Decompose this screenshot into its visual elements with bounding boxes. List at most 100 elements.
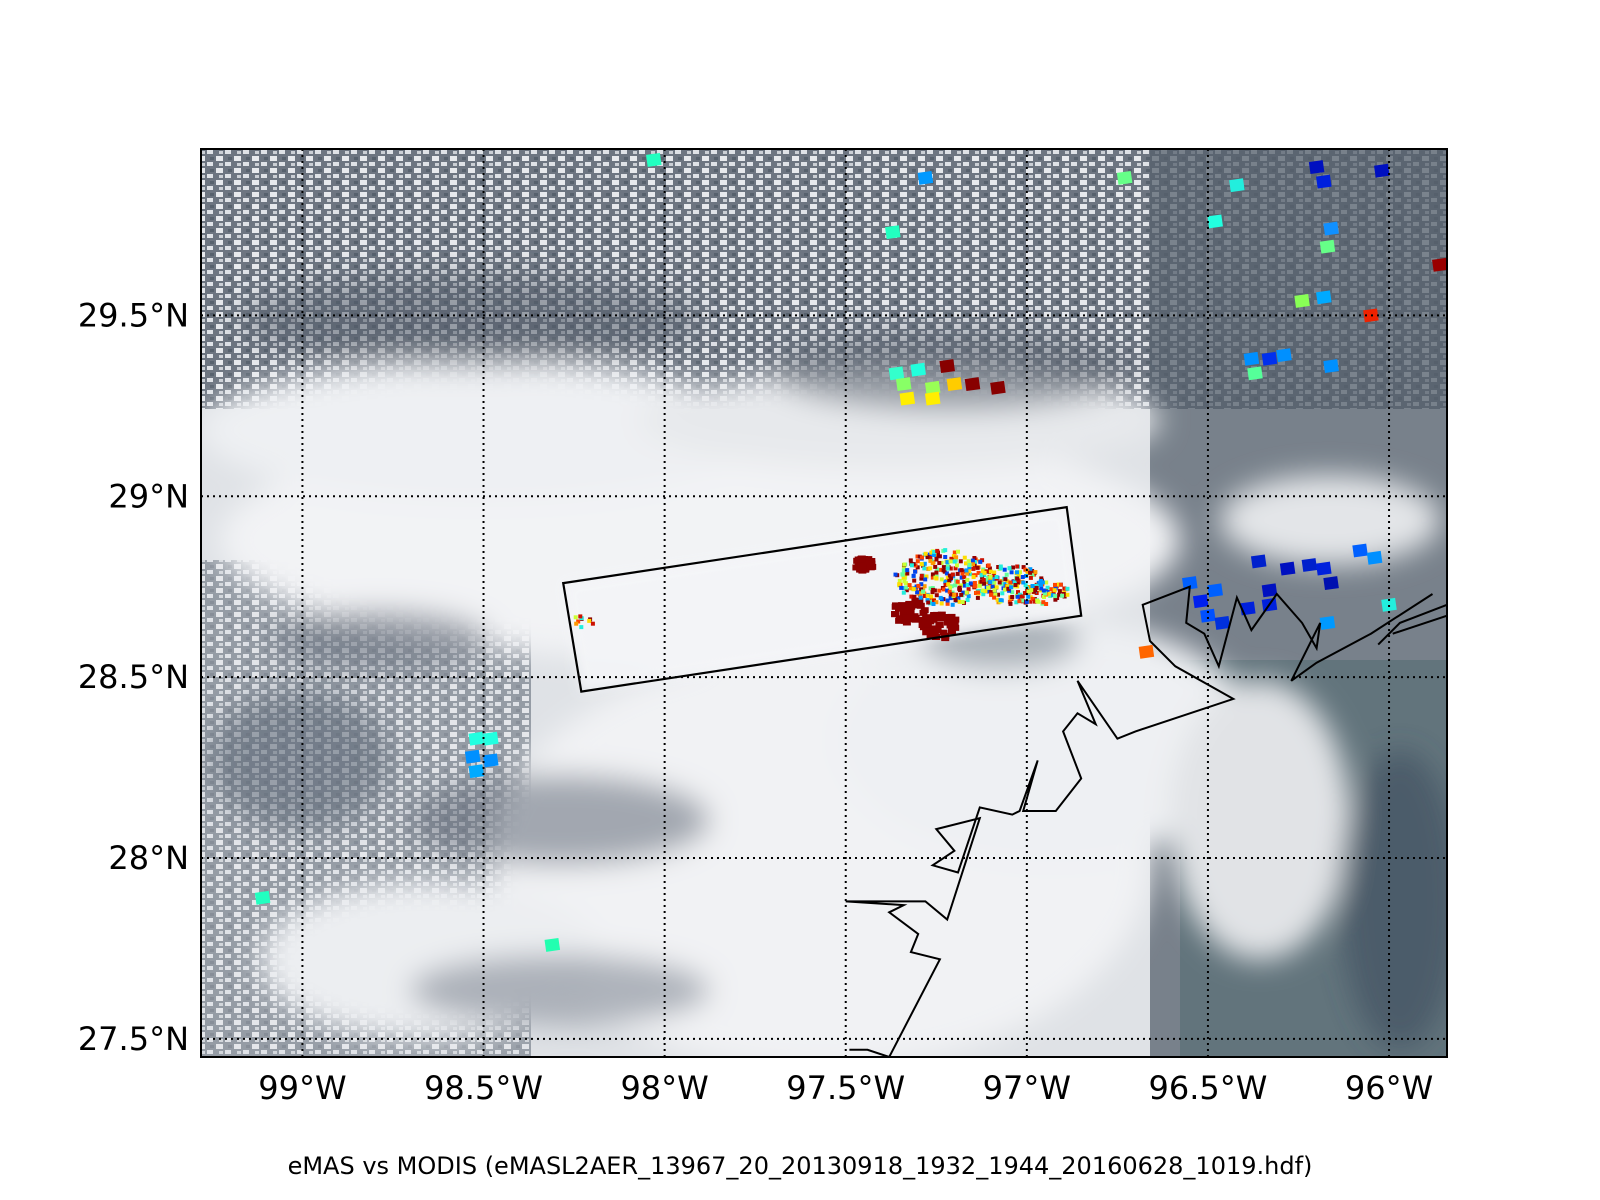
emas-retrieval-pixel — [922, 629, 931, 636]
emas-retrieval-pixel — [944, 571, 949, 576]
emas-retrieval-pixel — [926, 600, 931, 605]
emas-swath-outline — [561, 505, 1083, 693]
modis-pixel — [1182, 576, 1198, 591]
emas-retrieval-pixel — [922, 594, 927, 598]
emas-retrieval-pixel — [950, 602, 955, 607]
emas-retrieval-pixel — [1020, 598, 1024, 603]
emas-retrieval-pixel — [945, 566, 950, 571]
emas-retrieval-pixel — [895, 615, 904, 622]
emas-retrieval-pixel — [961, 590, 966, 595]
emas-retrieval-pixel — [1053, 594, 1058, 599]
emas-retrieval-pixel — [948, 566, 953, 571]
emas-retrieval-pixel — [962, 575, 967, 579]
emas-retrieval-pixel — [972, 584, 977, 589]
emas-retrieval-pixel — [933, 564, 938, 569]
emas-retrieval-pixel — [917, 554, 922, 559]
emas-retrieval-pixel — [951, 554, 956, 559]
longitude-tick-label: 96°W — [1345, 1069, 1433, 1107]
emas-retrieval-pixel — [1057, 589, 1062, 594]
emas-retrieval-pixel — [925, 555, 930, 560]
emas-retrieval-pixel — [920, 555, 924, 560]
emas-retrieval-pixel — [934, 576, 939, 581]
emas-retrieval-pixel — [972, 556, 977, 560]
emas-retrieval-pixel — [929, 613, 938, 620]
emas-retrieval-pixel — [912, 602, 921, 609]
emas-retrieval-pixel — [997, 580, 1002, 585]
modis-pixel — [1352, 543, 1368, 558]
modis-pixel — [1374, 163, 1390, 178]
modis-pixel — [1250, 554, 1267, 569]
emas-retrieval-pixel — [939, 629, 948, 636]
emas-retrieval-pixel — [991, 573, 996, 578]
emas-retrieval-pixel — [576, 619, 581, 624]
emas-retrieval-pixel — [978, 559, 983, 564]
emas-retrieval-pixel — [897, 578, 902, 583]
emas-retrieval-pixel — [909, 586, 913, 591]
emas-retrieval-pixel — [1026, 594, 1031, 599]
emas-retrieval-pixel — [957, 599, 962, 604]
modis-pixel — [1247, 366, 1263, 381]
emas-retrieval-pixel — [947, 613, 956, 620]
emas-retrieval-pixel — [987, 566, 992, 571]
emas-retrieval-pixel — [919, 587, 924, 592]
emas-retrieval-pixel — [904, 585, 909, 590]
emas-retrieval-pixel — [909, 563, 914, 568]
emas-retrieval-pixel — [909, 594, 914, 599]
modis-pixel — [990, 380, 1006, 395]
emas-retrieval-pixel — [1062, 594, 1067, 599]
emas-retrieval-pixel — [928, 586, 933, 591]
emas-retrieval-pixel — [929, 616, 938, 623]
figure-caption: eMAS vs MODIS (eMASL2AER_13967_20_201309… — [287, 1152, 1313, 1180]
emas-retrieval-pixel — [945, 563, 950, 568]
emas-retrieval-pixel — [1028, 599, 1032, 604]
longitude-tick-label: 99°W — [258, 1069, 346, 1107]
emas-retrieval-pixel — [948, 559, 953, 564]
emas-retrieval-pixel — [919, 573, 924, 578]
longitude-tick-label: 97°W — [983, 1069, 1071, 1107]
emas-retrieval-pixel — [949, 575, 954, 580]
emas-retrieval-pixel — [968, 572, 973, 577]
emas-retrieval-pixel — [923, 621, 932, 628]
emas-retrieval-pixel — [1008, 580, 1013, 585]
emas-retrieval-pixel — [932, 550, 937, 554]
emas-retrieval-pixel — [930, 561, 935, 566]
emas-retrieval-pixel — [902, 586, 906, 591]
emas-retrieval-pixel — [990, 584, 995, 589]
emas-retrieval-pixel — [933, 627, 942, 634]
emas-retrieval-pixel — [945, 560, 950, 565]
emas-swath-fill — [563, 507, 1082, 692]
emas-retrieval-pixel — [992, 588, 997, 593]
emas-retrieval-pixel — [939, 560, 944, 565]
emas-retrieval-pixel — [956, 549, 960, 554]
modis-pixel — [1323, 221, 1339, 236]
emas-retrieval-pixel — [1049, 587, 1054, 592]
emas-retrieval-pixel — [986, 576, 991, 581]
emas-retrieval-pixel — [1015, 570, 1019, 575]
emas-retrieval-pixel — [891, 611, 900, 618]
emas-retrieval-pixel — [956, 596, 961, 600]
modis-pixel — [646, 152, 662, 167]
modis-pixel — [885, 225, 901, 240]
emas-retrieval-pixel — [1041, 588, 1046, 593]
emas-retrieval-pixel — [861, 565, 870, 572]
emas-retrieval-pixel — [980, 575, 985, 580]
emas-retrieval-pixel — [966, 587, 971, 592]
emas-retrieval-pixel — [976, 590, 980, 595]
emas-retrieval-pixel — [1023, 583, 1028, 588]
emas-retrieval-pixel — [1006, 586, 1011, 591]
emas-retrieval-pixel — [1014, 600, 1019, 605]
emas-retrieval-pixel — [932, 598, 936, 603]
emas-retrieval-pixel — [928, 566, 933, 571]
emas-retrieval-pixel — [892, 602, 900, 609]
emas-retrieval-pixel — [948, 596, 953, 601]
emas-retrieval-pixel — [986, 563, 991, 568]
emas-retrieval-pixel — [947, 573, 952, 578]
emas-retrieval-pixel — [954, 555, 959, 560]
emas-retrieval-pixel — [980, 588, 985, 593]
modis-pixel — [1366, 550, 1383, 565]
emas-retrieval-pixel — [965, 571, 970, 576]
emas-retrieval-pixel — [926, 633, 935, 639]
emas-retrieval-pixel — [1015, 594, 1020, 599]
latitude-tick-label: 28.5°N — [78, 658, 189, 696]
